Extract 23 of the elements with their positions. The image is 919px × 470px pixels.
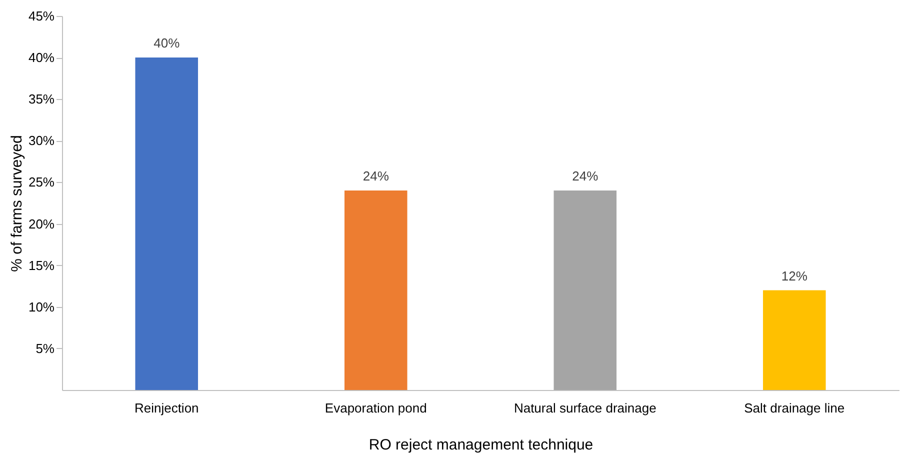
y-tick-label: 5% — [36, 340, 55, 356]
y-tick-label: 45% — [28, 8, 55, 24]
x-tick-label: Salt drainage line — [744, 400, 845, 416]
y-axis-title: % of farms surveyed — [8, 135, 26, 272]
x-tick-label: Reinjection — [134, 400, 199, 416]
bar — [554, 190, 617, 390]
y-tick-label: 40% — [28, 50, 55, 66]
x-tick-label: Natural surface drainage — [514, 400, 656, 416]
bar — [135, 58, 198, 390]
x-axis-title: RO reject management technique — [368, 436, 594, 454]
y-tick-label: 10% — [28, 299, 55, 314]
bar — [762, 290, 826, 390]
data-label: 40% — [154, 36, 180, 51]
y-tick-label: 15% — [28, 258, 55, 273]
x-tick-label: Evaporation pond — [324, 400, 427, 416]
y-tick-label: 25% — [28, 174, 55, 190]
bar — [344, 190, 408, 390]
data-label: 24% — [362, 168, 390, 184]
data-label: 12% — [781, 268, 808, 284]
y-tick-label: 30% — [28, 133, 55, 148]
data-label: 24% — [572, 168, 599, 184]
y-tick-label: 20% — [28, 216, 55, 232]
y-tick-label: 35% — [28, 92, 55, 107]
